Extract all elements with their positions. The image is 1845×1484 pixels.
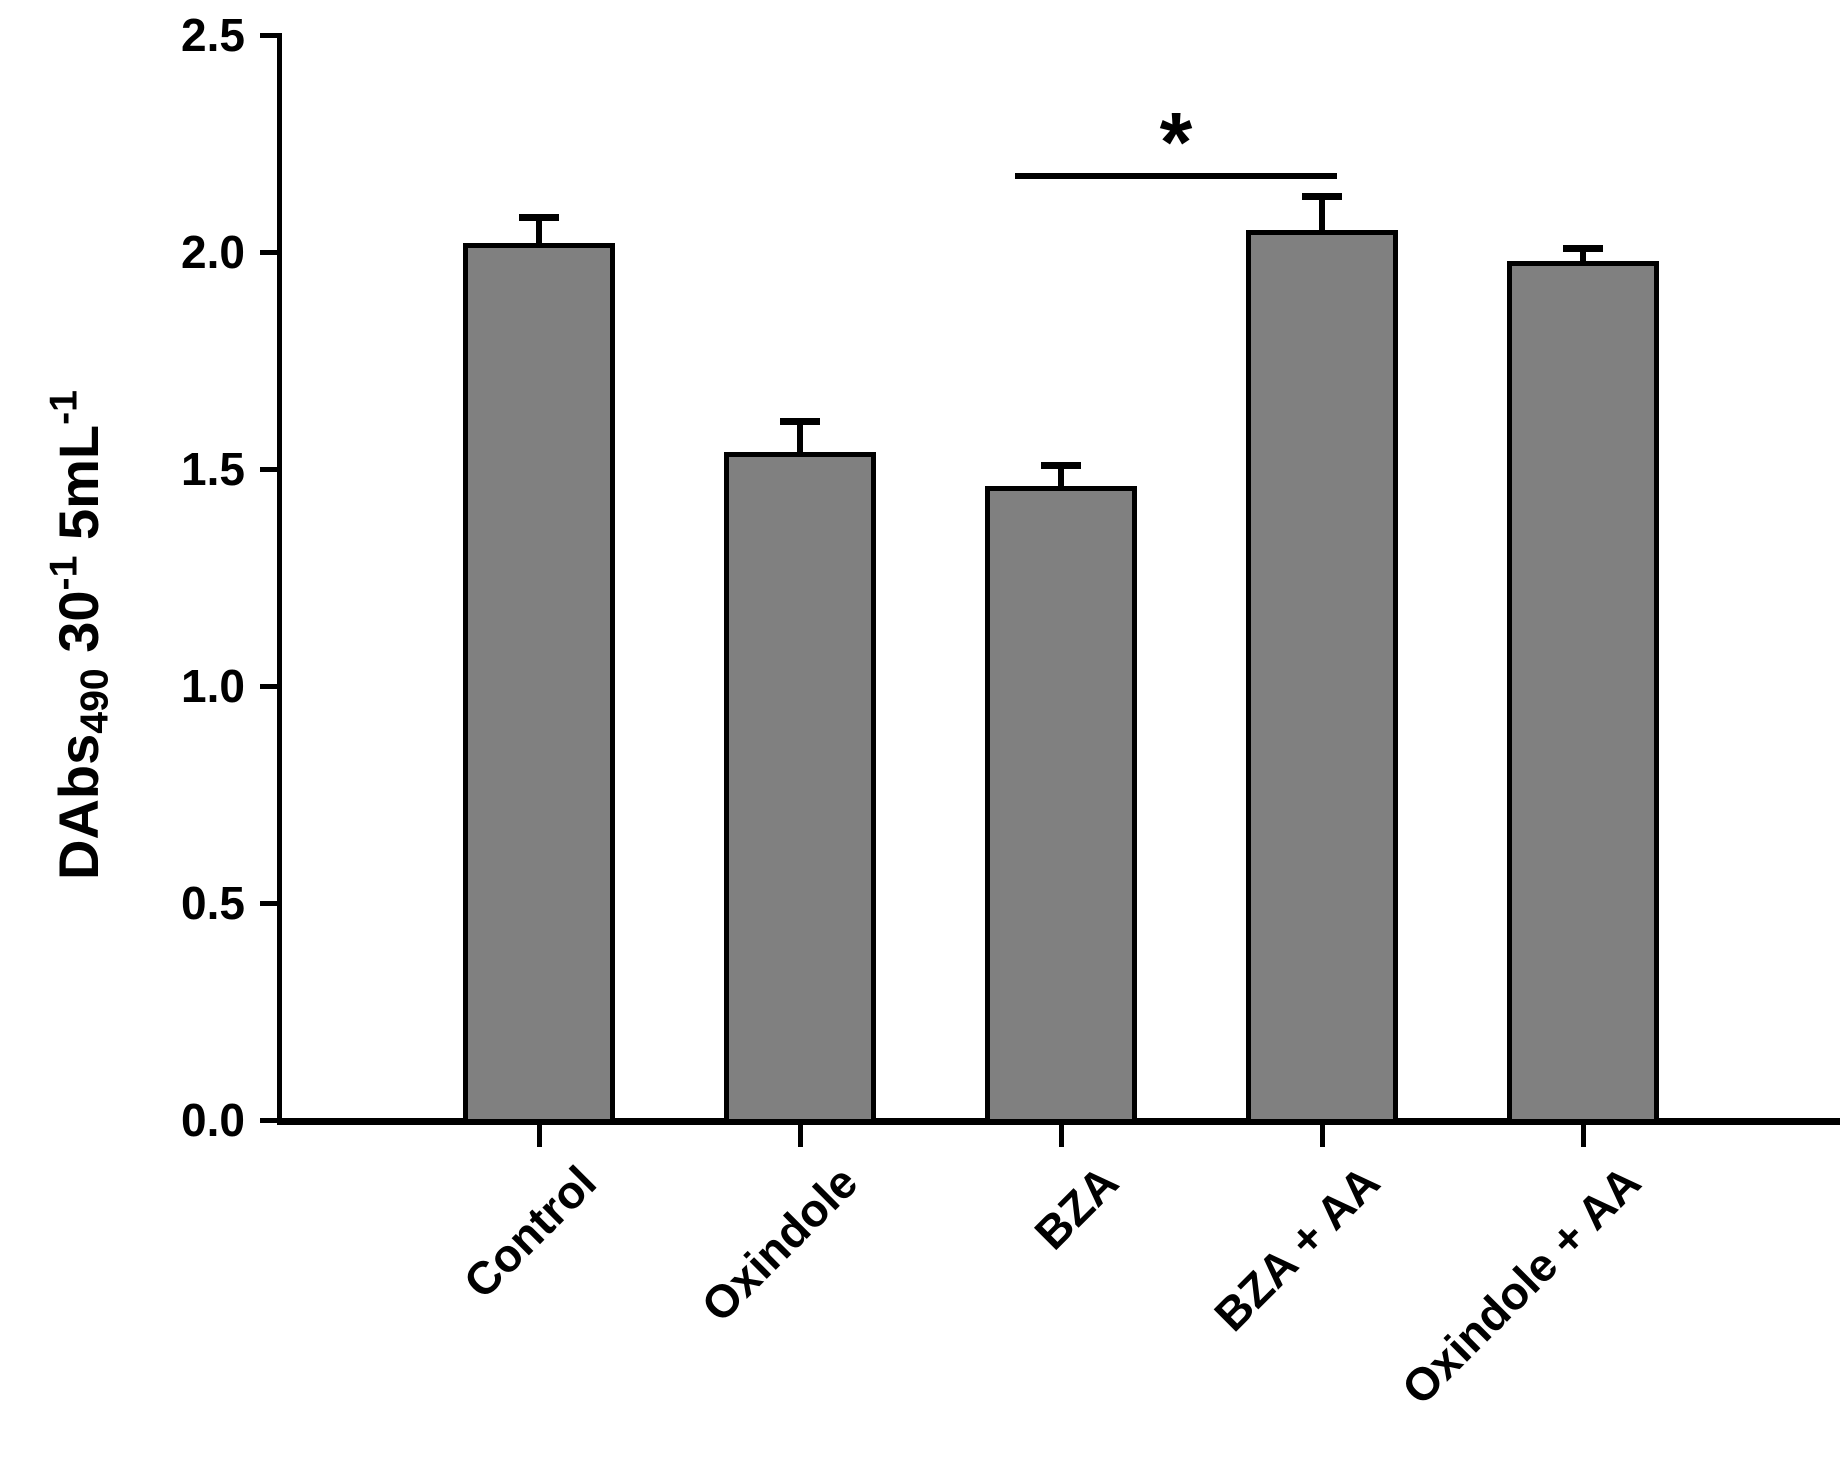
x-axis-tick xyxy=(1059,1123,1064,1147)
bar-oxindole-aa xyxy=(1507,260,1659,1124)
error-bar-stem xyxy=(797,421,803,460)
y-axis-tick xyxy=(260,1118,277,1123)
error-bar-stem xyxy=(1058,464,1064,495)
y-axis-tick xyxy=(260,250,277,255)
y-axis-tick-label: 1.0 xyxy=(181,660,245,712)
y-axis-tick-label: 0.5 xyxy=(181,877,245,929)
error-bar-stem xyxy=(536,217,542,252)
x-axis-tick-label: Control xyxy=(454,1155,607,1309)
y-axis-tick xyxy=(260,33,277,38)
error-bar-cap xyxy=(780,418,820,426)
significance-asterisk: * xyxy=(1159,95,1193,189)
x-axis-tick-label: BZA xyxy=(1024,1155,1129,1260)
x-axis-tick-label: Oxindole xyxy=(691,1155,868,1332)
error-bar-cap xyxy=(1302,192,1342,200)
y-axis-tick xyxy=(260,684,277,689)
x-axis-tick xyxy=(798,1123,803,1147)
x-axis-tick-label: Oxindole + AA xyxy=(1391,1155,1651,1415)
y-axis-tick-label: 2.5 xyxy=(181,9,245,61)
error-bar-stem xyxy=(1319,195,1325,239)
y-axis-tick xyxy=(260,467,277,472)
x-axis-tick xyxy=(1581,1123,1586,1147)
bar-bza-aa xyxy=(1246,230,1398,1124)
y-axis-title-superscript-2: -1 xyxy=(42,390,86,425)
y-axis-title-superscript-1: -1 xyxy=(42,555,86,591)
y-axis-title-main: DAbs xyxy=(46,733,110,880)
error-bar-cap xyxy=(1563,244,1603,252)
bar-bza xyxy=(985,486,1137,1124)
y-axis-line xyxy=(277,33,282,1125)
x-axis-tick xyxy=(537,1123,542,1147)
bar-oxindole xyxy=(724,451,876,1124)
y-axis-title-mid: 30 xyxy=(46,590,110,669)
error-bar-cap xyxy=(519,214,559,222)
x-axis-tick xyxy=(1320,1123,1325,1147)
x-axis-tick-label: BZA + AA xyxy=(1204,1155,1390,1341)
y-axis-tick-label: 0.0 xyxy=(181,1094,245,1146)
error-bar-cap xyxy=(1041,461,1081,469)
bar-control xyxy=(463,243,615,1124)
y-axis-tick-label: 2.0 xyxy=(181,226,245,278)
error-bar-stem xyxy=(1580,247,1586,269)
significance-line xyxy=(1015,173,1337,179)
y-axis-tick xyxy=(260,901,277,906)
y-axis-tick-label: 1.5 xyxy=(181,443,245,495)
